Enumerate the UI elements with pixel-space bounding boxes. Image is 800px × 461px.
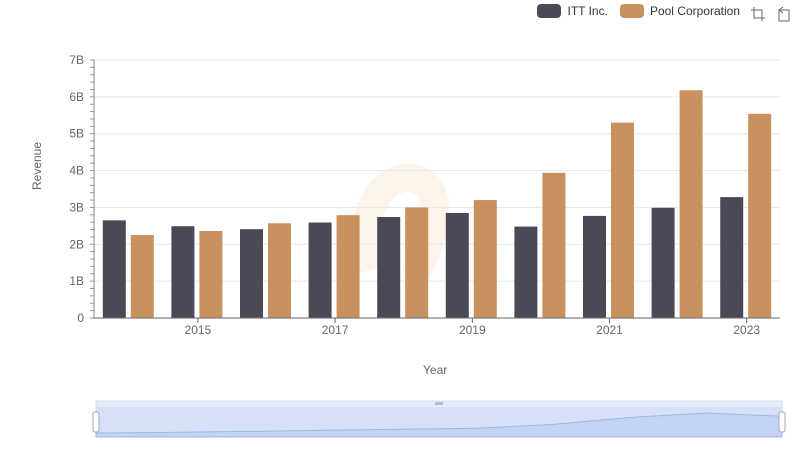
x-tick-label: 2023 [733,323,760,337]
bar-pool-2018[interactable] [405,207,429,318]
x-tick-label: 2017 [322,323,349,337]
datazoom-selection[interactable] [96,407,782,437]
legend: ITT Inc. Pool Corporation [537,4,740,18]
bar-pool-2023[interactable] [748,113,772,318]
bar-pool-2019[interactable] [473,200,497,318]
bar-itt-2017[interactable] [308,222,332,318]
legend-item-itt[interactable]: ITT Inc. [537,4,608,18]
y-tick-label: 6B [69,90,84,104]
bar-itt-2021[interactable] [583,215,606,318]
bar-pool-2017[interactable] [336,215,360,318]
x-tick-label: 2019 [459,323,486,337]
datazoom-handle-right[interactable] [778,411,786,433]
zoom-icon[interactable] [750,6,766,22]
bar-pool-2021[interactable] [611,122,634,319]
bar-itt-2015[interactable] [171,226,195,318]
y-tick-label: 2B [69,237,84,251]
legend-item-pool[interactable]: Pool Corporation [619,4,740,18]
y-tick-label: 3B [69,200,84,214]
bar-pool-2015[interactable] [199,231,223,318]
y-tick-label: 7B [69,53,84,67]
y-axis-title: Revenue [30,141,44,190]
bar-itt-2020[interactable] [514,226,538,318]
datazoom-preview [95,412,783,438]
bar-itt-2023[interactable] [720,197,744,318]
legend-swatch-itt [537,4,562,18]
legend-label-itt: ITT Inc. [567,4,608,18]
bar-itt-2014[interactable] [102,220,126,318]
y-tick-label: 0 [77,311,84,325]
x-tick-label: 2021 [596,323,623,337]
x-axis-title: Year [423,363,448,377]
bar-itt-2022[interactable] [651,207,675,318]
x-tick-label: 2015 [185,323,212,337]
datazoom-handle-left[interactable] [92,411,100,433]
datazoom-grip[interactable] [435,402,443,405]
legend-swatch-pool [619,4,644,18]
y-tick-label: 4B [69,164,84,178]
y-tick-label: 5B [69,127,84,141]
bars [102,90,772,319]
bar-itt-2016[interactable] [240,229,263,318]
datazoom-slider[interactable] [92,400,786,438]
x-axis: 2015 2017 2019 2021 2023 [94,317,780,337]
legend-label-pool: Pool Corporation [649,4,740,18]
bar-pool-2016[interactable] [268,223,291,318]
toolbox [750,6,792,22]
bar-pool-2014[interactable] [130,235,154,318]
restore-icon[interactable] [776,6,792,22]
bar-pool-2020[interactable] [542,172,566,318]
bar-pool-2022[interactable] [679,90,703,318]
bar-itt-2019[interactable] [445,212,469,318]
y-axis: 0 1B 2B 3B 4B 5B 6B 7B [69,53,95,325]
bar-itt-2018[interactable] [377,217,401,318]
watermark-logo [351,163,449,282]
y-tick-label: 1B [69,274,84,288]
